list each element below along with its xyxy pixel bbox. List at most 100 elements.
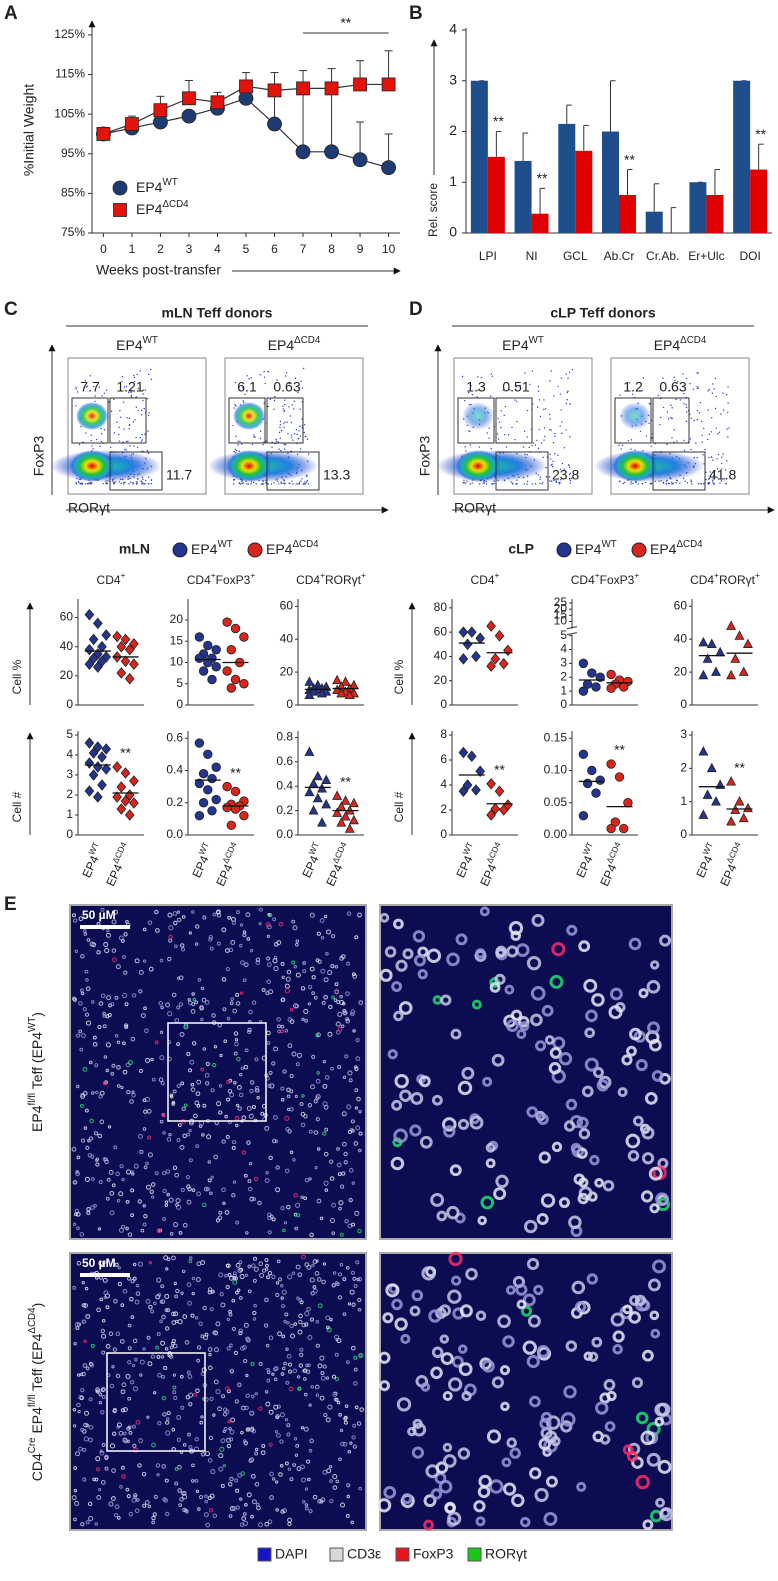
cell: [118, 1191, 124, 1197]
cell: [543, 1512, 558, 1526]
event-dot: [552, 460, 554, 463]
cell: [327, 970, 333, 976]
cell: [152, 1301, 157, 1306]
event-dot: [306, 438, 309, 440]
data-point: [317, 687, 327, 698]
cell: [296, 1296, 300, 1300]
cell: [197, 978, 202, 982]
gate-value: 41.8: [709, 467, 736, 483]
cell: [215, 1321, 221, 1327]
event-dot: [291, 436, 293, 438]
event-dot: [696, 418, 699, 421]
event-dot: [123, 428, 125, 430]
cell: [612, 1330, 625, 1343]
cell: [330, 934, 336, 939]
cell: [98, 1400, 103, 1405]
cell: [164, 1200, 169, 1204]
cell: [226, 1346, 231, 1351]
data-point: [726, 620, 737, 630]
event-dot: [128, 417, 131, 420]
cell: [134, 1508, 140, 1514]
cell: [285, 1347, 289, 1351]
cell: [419, 1135, 433, 1149]
event-dot: [304, 483, 306, 485]
event-dot: [148, 412, 150, 414]
cell: [92, 1042, 98, 1047]
cell: [423, 1494, 437, 1508]
event-dot: [94, 395, 96, 397]
cell: [438, 1479, 453, 1494]
cell: [195, 1091, 201, 1097]
event-dot: [250, 483, 252, 485]
cell: [337, 1011, 343, 1017]
cell: [334, 982, 339, 987]
event-dot: [529, 383, 531, 386]
cell: [132, 1338, 138, 1344]
event-dot: [146, 449, 148, 452]
panel-label: E: [4, 894, 17, 915]
event-dot: [665, 482, 667, 485]
cell: [169, 1345, 174, 1350]
event-dot: [469, 444, 472, 446]
cell: [285, 1126, 290, 1132]
cell: [264, 1178, 270, 1184]
data-point: [458, 653, 469, 665]
y-tick-label: 3: [66, 767, 73, 781]
event-dot: [526, 436, 528, 438]
bar: [514, 160, 532, 233]
event-dot: [113, 483, 115, 485]
event-dot: [712, 383, 714, 385]
event-dot: [287, 433, 289, 435]
event-dot: [254, 436, 256, 438]
data-point: [304, 786, 315, 797]
legend-label: RORγt: [485, 1546, 527, 1562]
event-dot: [147, 476, 150, 478]
event-dot: [288, 406, 290, 408]
cell: [527, 1314, 541, 1328]
cell: [187, 1374, 193, 1379]
cell: [322, 1131, 327, 1136]
cell: [235, 1290, 239, 1295]
x-tick-label: GCL: [563, 249, 588, 263]
cell: [264, 1297, 269, 1303]
data-point: [239, 632, 249, 642]
cell: [194, 1000, 199, 1005]
data-point: [194, 738, 205, 748]
cell: [231, 1193, 236, 1198]
y-tick-label: 5: [66, 727, 73, 741]
cell: [150, 1182, 156, 1187]
superscript: WT: [581, 840, 596, 856]
legend-marker: [247, 542, 263, 558]
cell: [187, 998, 191, 1002]
event-dot: [285, 372, 288, 374]
cell: [310, 1384, 315, 1389]
cell: [354, 935, 359, 940]
cell: [339, 994, 343, 999]
cell: [248, 1458, 253, 1464]
x-tick-label: 3: [186, 242, 193, 256]
cell: [173, 1395, 178, 1401]
cell: [281, 1366, 286, 1371]
x-tick-label: EP4WT: [571, 840, 601, 880]
event-dot: [720, 468, 723, 470]
cell: [74, 949, 78, 954]
cell: [264, 1257, 269, 1263]
cell: [80, 1033, 86, 1039]
cell: [171, 1102, 176, 1106]
cell: [295, 1062, 300, 1067]
cell: [231, 1298, 236, 1303]
cell: [351, 1222, 356, 1227]
event-dot: [545, 476, 548, 478]
event-dot: [122, 483, 125, 485]
cell: [295, 1202, 301, 1208]
cell: [207, 1287, 213, 1292]
cell: [641, 1126, 655, 1140]
cell: [85, 1145, 90, 1150]
data-point: [84, 737, 95, 749]
cell: [338, 1457, 342, 1461]
cell: [236, 910, 240, 915]
event-dot: [124, 448, 126, 451]
text-part: EP4: [190, 853, 212, 880]
cell: [168, 925, 174, 931]
cell: [280, 1296, 284, 1300]
